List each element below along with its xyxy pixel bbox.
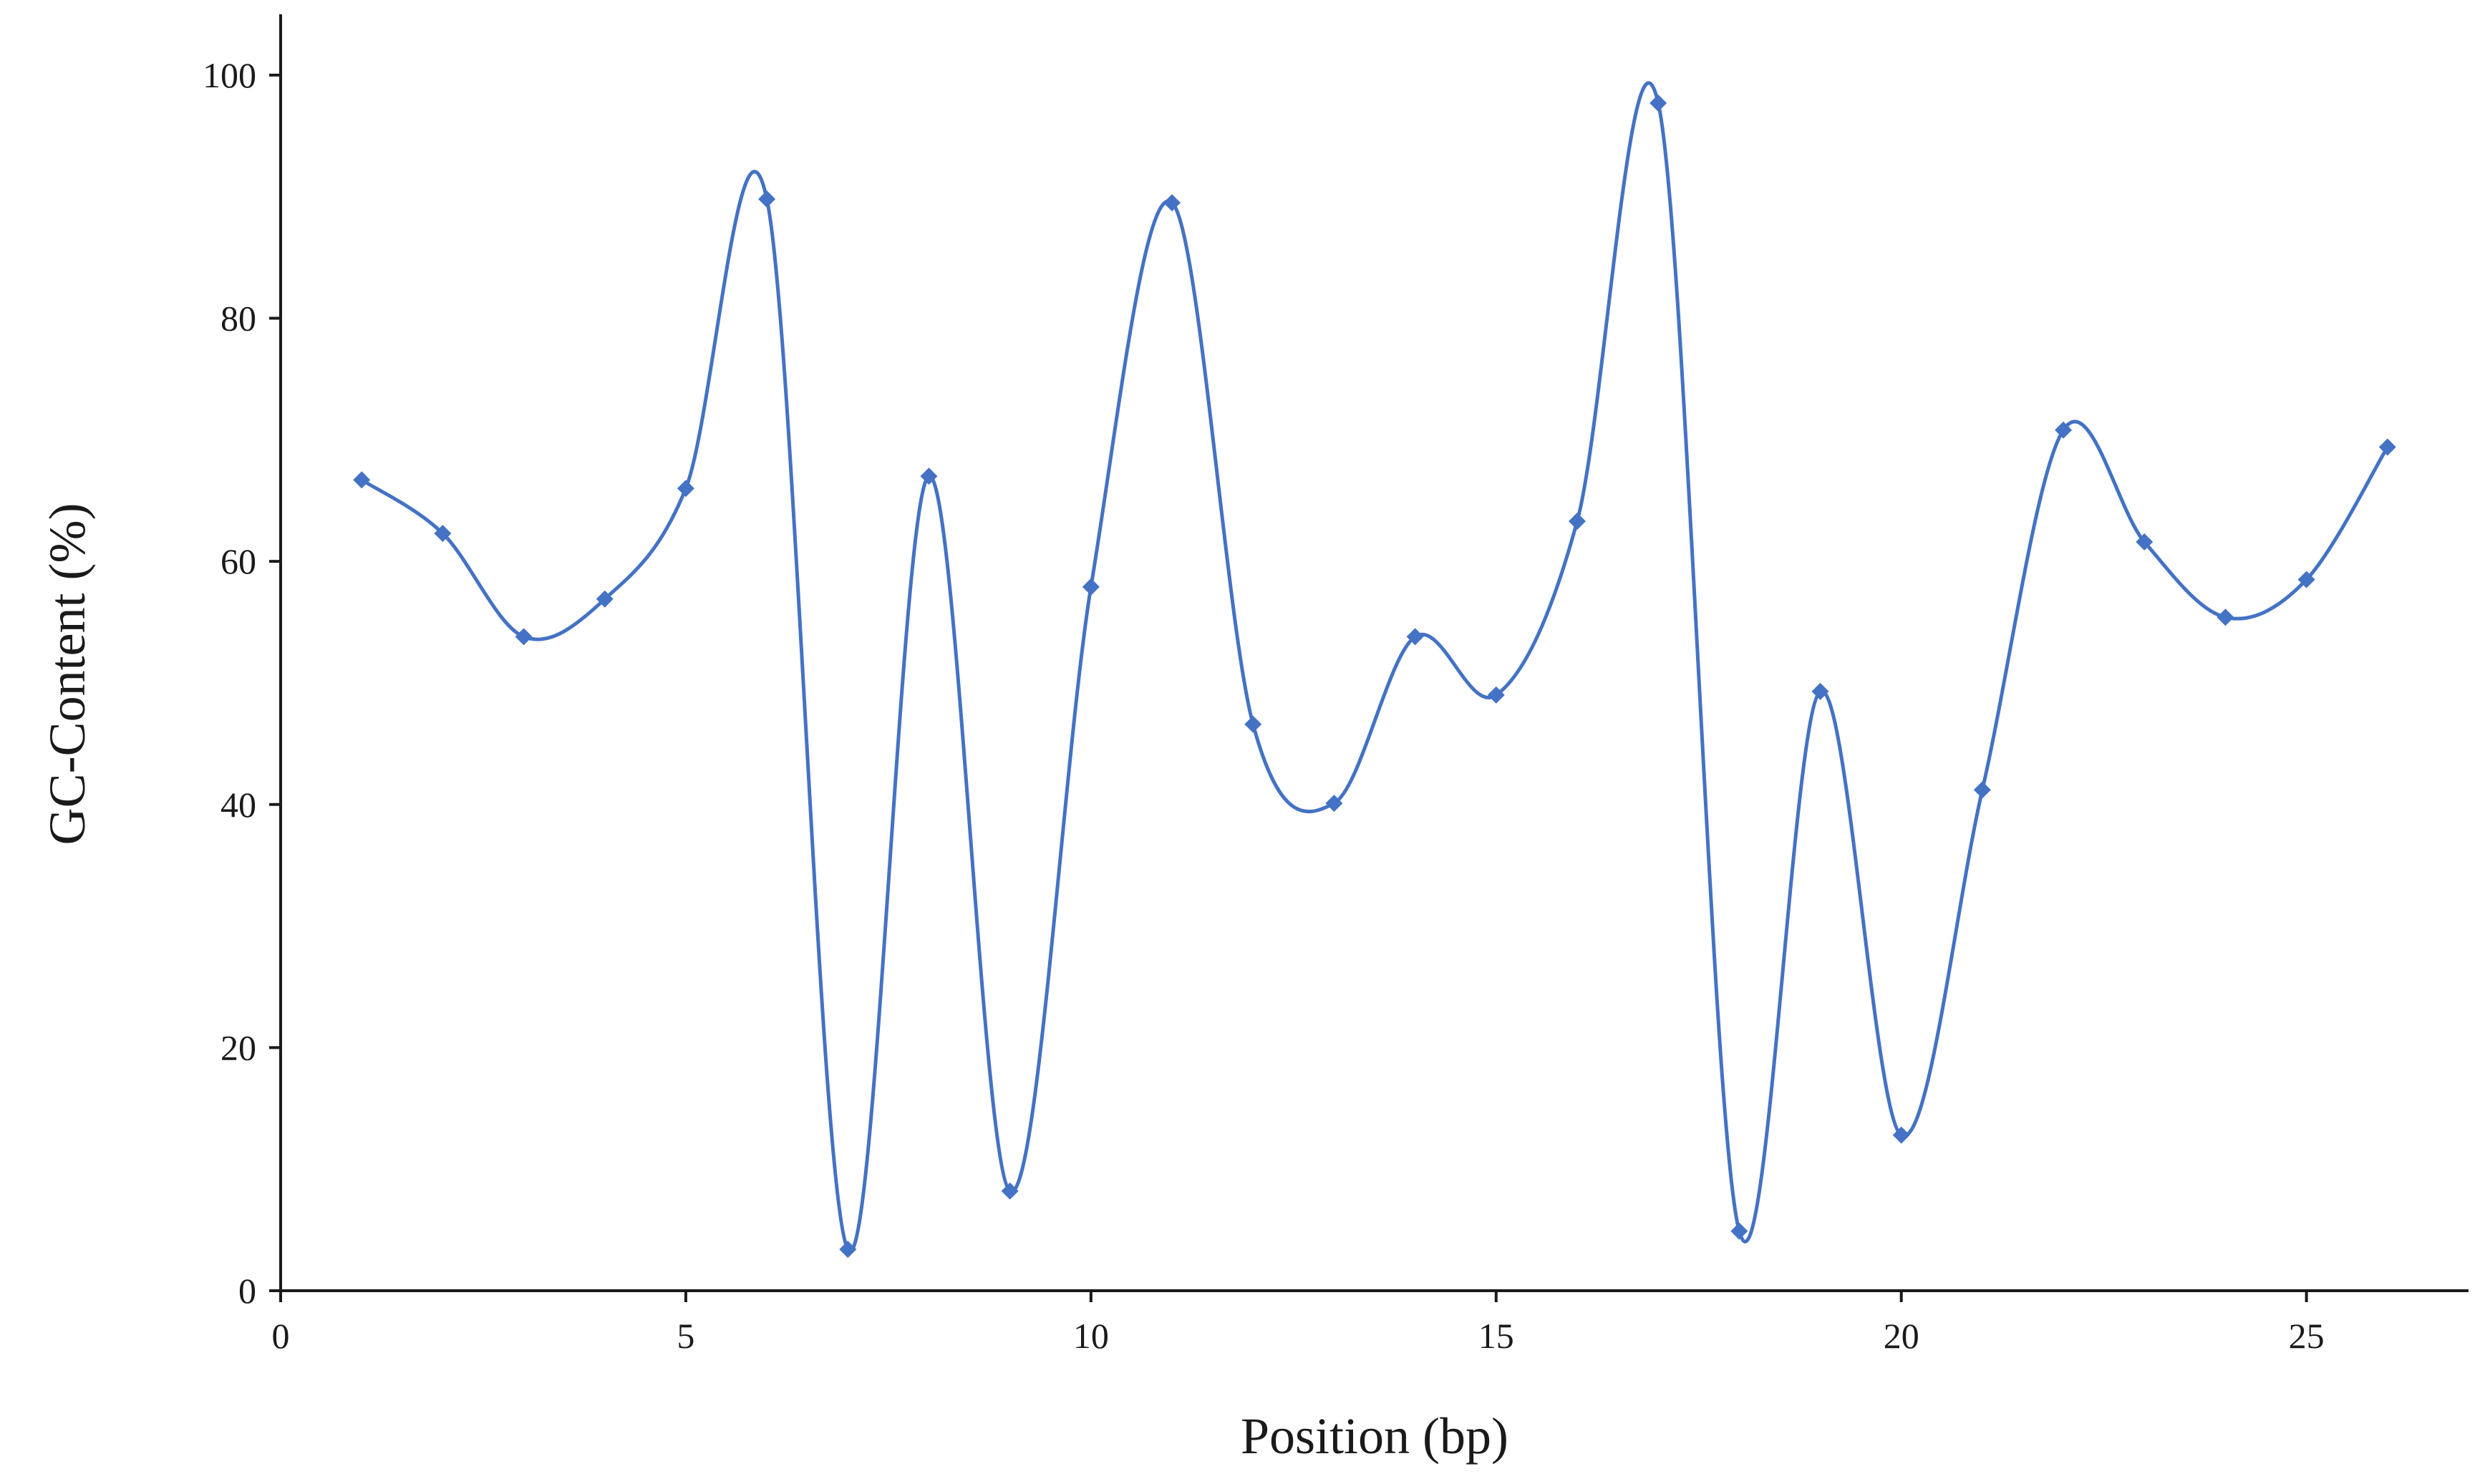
y-tick-label: 80	[221, 299, 256, 339]
data-point-marker	[920, 467, 938, 485]
data-point-marker	[515, 628, 533, 646]
data-point-marker	[758, 190, 776, 208]
data-point-marker	[2378, 438, 2396, 456]
x-axis-title: Position (bp)	[1241, 1407, 1508, 1465]
data-point-marker	[2136, 533, 2154, 551]
series-line	[359, 81, 2390, 1253]
data-point-marker	[1244, 715, 1262, 733]
data-point-marker	[1811, 682, 1829, 700]
y-tick-label: 40	[221, 785, 256, 825]
data-point-marker	[353, 471, 371, 489]
data-point-marker	[1649, 94, 1667, 112]
y-tick-label: 20	[221, 1027, 256, 1067]
data-point-marker	[677, 480, 694, 498]
y-tick-label: 0	[238, 1271, 256, 1311]
y-ticks: 0 20 40 60 80 100	[203, 55, 281, 1311]
data-point-marker	[596, 590, 614, 608]
data-point-marker	[1487, 686, 1505, 704]
x-tick-label: 15	[1478, 1316, 1514, 1356]
data-point-marker	[2055, 421, 2073, 439]
x-ticks: 0 5 10 15 20 25	[272, 1291, 2325, 1356]
y-tick-label: 60	[221, 541, 256, 581]
y-axis-title: GC-Content (%)	[39, 503, 96, 845]
x-tick-label: 5	[677, 1316, 694, 1356]
data-point-marker	[1892, 1126, 1910, 1144]
data-point-marker	[434, 525, 452, 543]
axes	[279, 14, 2469, 1292]
data-point-marker	[1163, 194, 1181, 212]
data-point-marker	[1730, 1222, 1748, 1240]
x-tick-label: 0	[272, 1316, 290, 1356]
x-tick-label: 25	[2289, 1316, 2325, 1356]
data-point-marker	[1325, 795, 1343, 813]
data-point-marker	[1406, 628, 1424, 646]
series-layer	[353, 81, 2396, 1259]
data-point-marker	[1082, 578, 1100, 596]
x-tick-label: 10	[1073, 1316, 1109, 1356]
data-point-marker	[2217, 608, 2234, 626]
data-point-marker	[1973, 781, 1991, 799]
data-point-marker	[839, 1241, 857, 1259]
data-point-marker	[2297, 571, 2315, 588]
y-tick-label: 100	[203, 55, 256, 95]
data-point-marker	[1001, 1182, 1019, 1200]
data-point-marker	[1568, 513, 1586, 530]
x-tick-label: 20	[1884, 1316, 1919, 1356]
